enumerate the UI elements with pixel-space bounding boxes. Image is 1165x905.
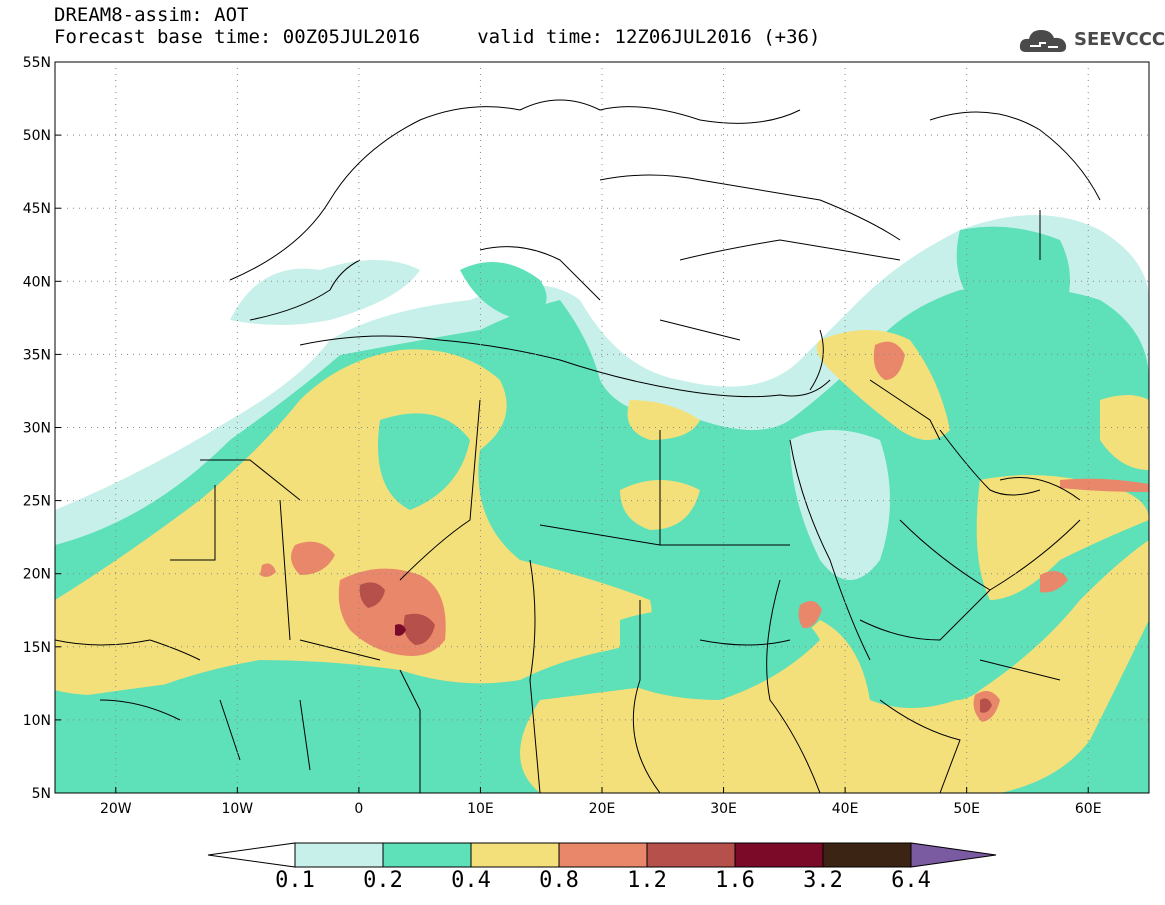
graticule [55,62,1149,793]
lon-label: 0 [354,801,363,817]
colorbar-label: 0.8 [539,868,579,893]
colorbar-label: 3.2 [803,868,843,893]
lon-label: 40E [832,801,859,817]
colorbar-swatch [646,842,736,868]
lon-label: 20W [100,801,132,817]
lon-label: 60E [1075,801,1102,817]
lon-label: 10W [221,801,253,817]
lon-label: 20E [589,801,616,817]
colorbar-swatch [558,842,648,868]
lon-label: 50E [953,801,980,817]
colorbar-label: 1.6 [715,868,755,893]
logo-text: SEEVCCC [1074,29,1165,50]
lat-label: 25N [23,494,51,510]
lat-label: 40N [23,274,51,290]
colorbar [207,842,997,868]
lat-label: 20N [23,567,51,583]
colorbar-label: 6.4 [891,868,931,893]
lat-label: 35N [23,347,51,363]
colorbar-swatch [734,842,824,868]
colorbar-swatch [382,842,472,868]
colorbar-label: 1.2 [627,868,667,893]
lon-label: 10E [467,801,494,817]
lat-label: 55N [23,55,51,71]
lat-label: 15N [23,640,51,656]
map-title: DREAM8-assim: AOT [54,4,249,26]
colorbar-max-arrow [910,842,997,868]
lat-label: 5N [32,786,51,802]
lat-label: 45N [23,201,51,217]
latitude-axis: 55N 50N 45N 40N 35N 30N 25N 20N 15N 10N 5N [23,55,61,802]
cloud-icon [1019,30,1067,52]
lat-label: 50N [23,128,51,144]
colorbar-min-arrow [207,842,296,868]
seevccc-logo: SEEVCCC [1018,22,1165,58]
lat-label: 30N [23,421,51,437]
longitude-axis: 20W 10W 0 10E 20E 30E 40E 50E 60E [100,787,1102,817]
colorbar-swatch [470,842,560,868]
colorbar-swatch [294,842,384,868]
colorbar-swatch [822,842,912,868]
country-borders [55,99,1101,793]
colorbar-label: 0.1 [275,868,315,893]
colorbar-label: 0.4 [451,868,491,893]
lon-label: 30E [710,801,737,817]
aot-band-0.4 [55,349,652,695]
forecast-time-line: Forecast base time: 00Z05JUL2016 valid t… [54,26,821,48]
colorbar-label: 0.2 [363,868,403,893]
lat-label: 10N [23,713,51,729]
aot-band-1.2 [359,582,385,608]
